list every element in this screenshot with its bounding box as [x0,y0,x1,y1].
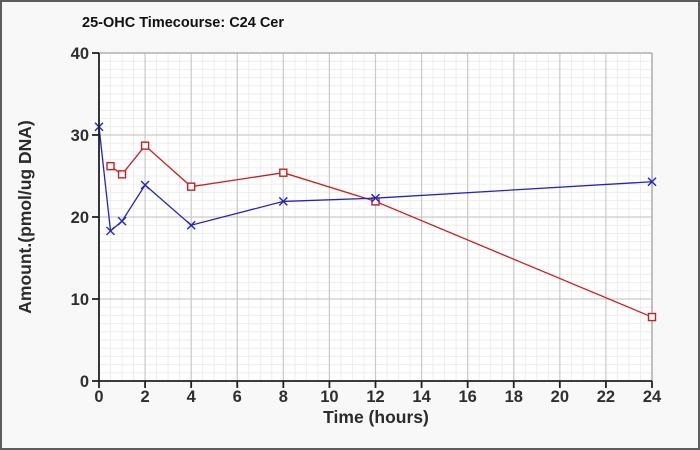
blue-x-series-point [278,196,288,206]
plot-frame [99,52,653,381]
x-tick-label: 4 [187,388,197,406]
red-square-series-point [647,312,657,322]
red-square-series-point [279,168,288,177]
x-tick-label: 12 [366,388,384,406]
tick-marks [92,52,653,388]
y-tick-label: 10 [71,291,89,309]
y-tick-label: 20 [71,209,89,227]
blue-x-series-point [647,177,657,187]
x-tick-label: 0 [94,388,103,406]
red-square-series-point [186,182,196,191]
x-tick-label: 2 [140,388,149,406]
y-axis-label: Amount.(pmol/ug DNA) [15,120,35,313]
blue-x-series-point [106,226,116,236]
x-tick-label: 18 [505,388,523,406]
blue-x-series-point [371,193,380,203]
x-tick-label: 24 [643,388,662,406]
red-square-series-point [106,161,115,171]
blue-x-series-point [186,220,196,230]
red-square-series-point [140,141,150,150]
blue-x-series-point [117,216,127,226]
x-tick-label: 6 [233,388,242,406]
x-tick-label: 20 [551,388,569,406]
red-square-series-point [117,170,127,179]
y-tick-label: 40 [71,45,89,63]
x-tick-label: 14 [412,388,431,406]
y-tick-label: 30 [71,127,89,145]
y-tick-label: 0 [80,373,89,391]
x-axis-label: Time (hours) [323,407,429,427]
x-tick-label: 10 [320,388,338,406]
x-tick-label: 8 [279,388,288,406]
x-tick-label: 16 [458,388,476,406]
x-tick-label: 22 [597,388,615,406]
blue-x-series-point [140,180,150,190]
data-series [94,122,657,322]
chart-title: 25-OHC Timecourse: C24 Cer [82,15,284,31]
